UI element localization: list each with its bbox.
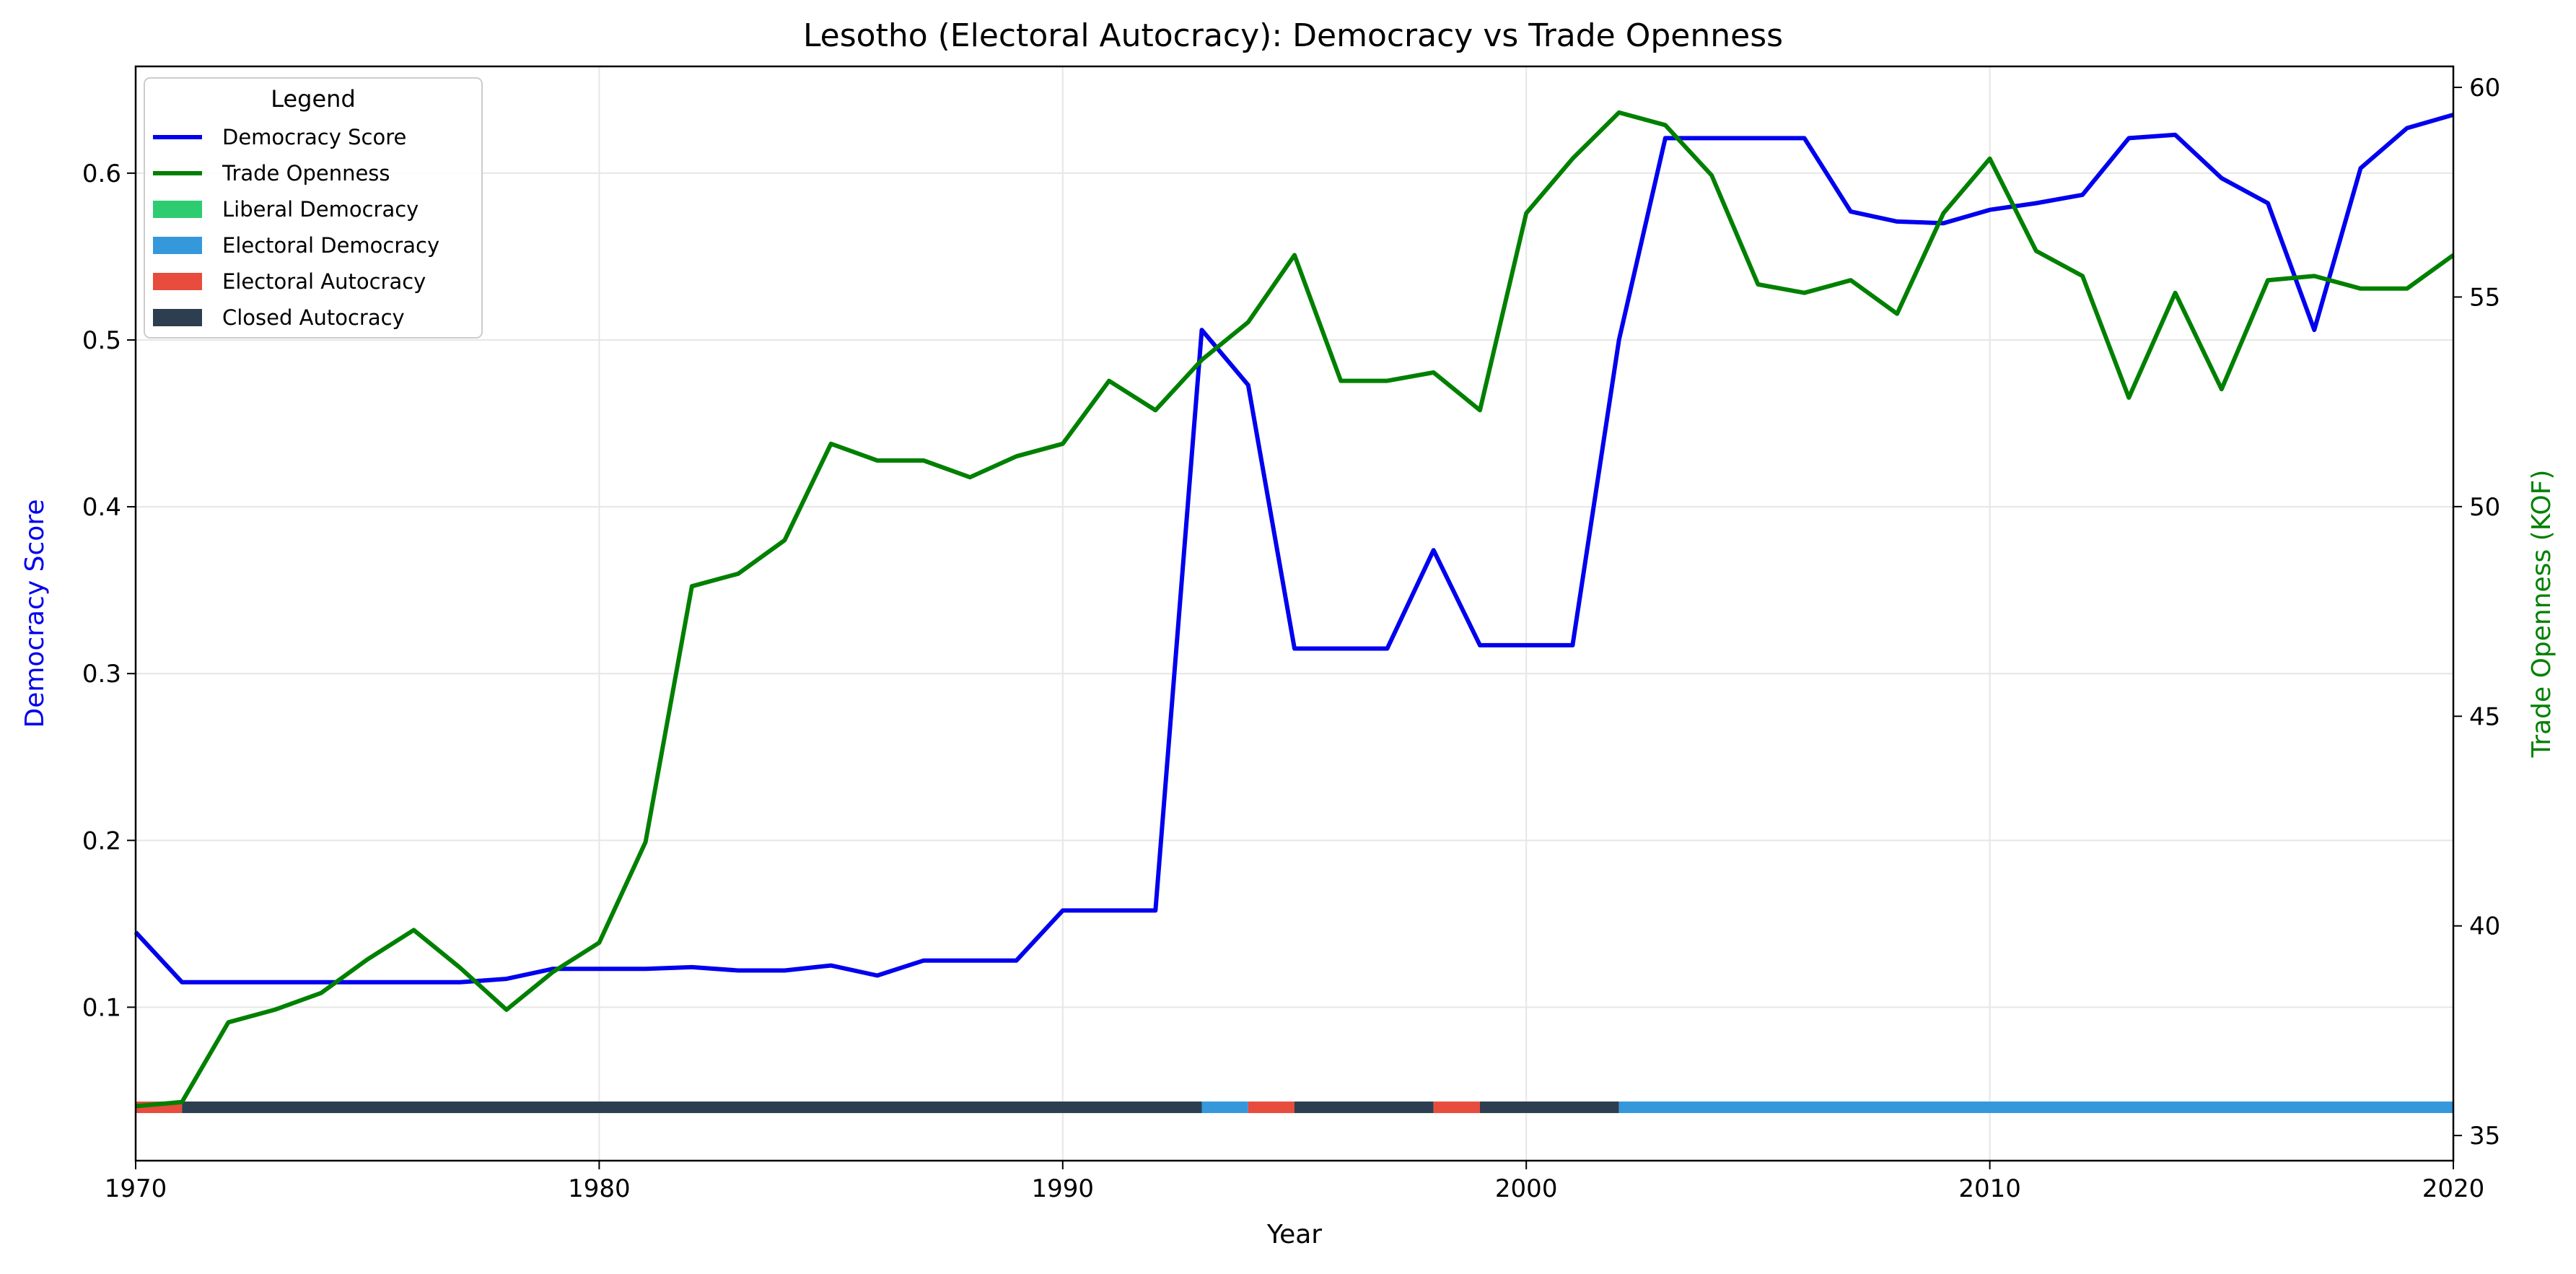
x-tick-label: 2000 [1495, 1174, 1558, 1203]
y-tick-label: 0.6 [82, 160, 121, 188]
y-axis-right-label: Trade Openness (KOF) [2527, 470, 2557, 759]
y-tick-label: 0.5 [82, 326, 121, 355]
regime-segment [1201, 1101, 1248, 1114]
y-tick-label: 0.4 [82, 493, 121, 522]
x-tick-label: 2020 [2422, 1174, 2485, 1203]
chart-title: Lesotho (Electoral Autocracy): Democracy… [803, 17, 1783, 54]
regime-segment [1294, 1101, 1434, 1114]
legend-entry: Electoral Autocracy [153, 269, 426, 294]
x-tick-label: 1970 [105, 1174, 167, 1203]
legend-patch-swatch [153, 273, 202, 290]
legend-label: Liberal Democracy [222, 197, 419, 222]
x-tick-label: 1980 [568, 1174, 631, 1203]
y-axis-left-label: Democracy Score [20, 499, 50, 728]
legend: Legend Democracy Score Trade Openness Libe… [144, 77, 483, 339]
legend-entry: Liberal Democracy [153, 197, 419, 222]
legend-entry: Democracy Score [153, 125, 406, 149]
y-axis-right: 35 40 45 50 55 60 [2453, 74, 2500, 1151]
legend-patch-swatch [153, 309, 202, 326]
regime-segment [182, 1101, 1202, 1114]
y-tick-label: 0.3 [82, 660, 121, 689]
y2-tick-label: 45 [2469, 702, 2500, 731]
x-tick-label: 1990 [1032, 1174, 1095, 1203]
grid [135, 66, 2454, 1161]
x-tick-label: 2010 [1958, 1174, 2021, 1203]
series-line-democracy-score [133, 113, 2454, 985]
legend-title: Legend [271, 85, 356, 113]
y2-tick-label: 40 [2469, 912, 2500, 941]
legend-patch-swatch [153, 237, 202, 254]
legend-box [144, 77, 483, 339]
regime-segment [1248, 1101, 1294, 1114]
plot-frame [134, 65, 2455, 1162]
legend-patch-swatch [153, 201, 202, 218]
regime-segment [1618, 1101, 2453, 1114]
legend-label: Electoral Democracy [222, 233, 439, 258]
y2-tick-label: 50 [2469, 493, 2500, 522]
regime-segment [1479, 1101, 1619, 1114]
legend-entry: Trade Openness [153, 161, 390, 186]
legend-label: Democracy Score [222, 125, 406, 149]
x-axis: 1970 1980 1990 2000 2010 2020 [105, 1161, 2485, 1203]
legend-entry: Closed Autocracy [153, 305, 405, 330]
x-axis-label: Year [1266, 1220, 1322, 1249]
regime-strip [136, 1101, 2453, 1114]
legend-label: Closed Autocracy [222, 305, 405, 330]
regime-segment [1433, 1101, 1480, 1114]
legend-entries: Democracy Score Trade Openness Liberal Dem… [153, 125, 439, 330]
y-tick-label: 0.1 [82, 993, 121, 1022]
series-layer [133, 110, 2455, 1109]
legend-label: Trade Openness [222, 161, 390, 186]
y-axis-left: 0.1 0.2 0.3 0.4 0.5 0.6 [82, 160, 136, 1022]
y2-tick-label: 60 [2469, 74, 2500, 102]
y2-tick-label: 55 [2469, 283, 2500, 312]
y-tick-label: 0.2 [82, 826, 121, 855]
legend-entry: Electoral Democracy [153, 233, 439, 258]
legend-label: Electoral Autocracy [222, 269, 426, 294]
series-line-trade-openness [135, 110, 2455, 1109]
y2-tick-label: 35 [2469, 1122, 2500, 1151]
